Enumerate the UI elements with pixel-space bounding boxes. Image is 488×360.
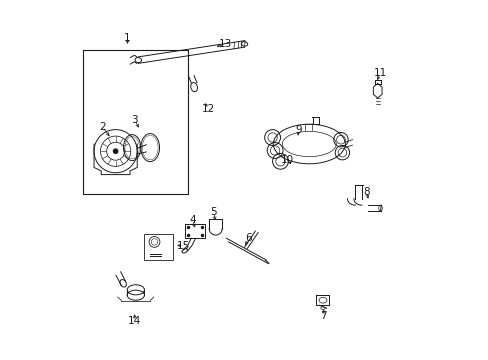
Text: 5: 5 — [210, 207, 217, 217]
Text: 3: 3 — [131, 114, 138, 125]
Text: 14: 14 — [128, 316, 141, 326]
Bar — [144, 234, 173, 260]
Text: 8: 8 — [363, 186, 369, 197]
Text: 12: 12 — [202, 104, 215, 114]
Text: 1: 1 — [124, 33, 131, 43]
Text: 11: 11 — [373, 68, 386, 78]
Text: 4: 4 — [188, 215, 195, 225]
Text: 13: 13 — [219, 39, 232, 49]
Text: 15: 15 — [176, 240, 189, 251]
Text: 6: 6 — [244, 233, 251, 243]
Text: 10: 10 — [281, 155, 294, 165]
Text: 7: 7 — [320, 311, 326, 321]
Bar — [83, 50, 187, 194]
Text: 9: 9 — [295, 125, 301, 135]
Text: 2: 2 — [99, 122, 105, 132]
Circle shape — [113, 149, 118, 153]
